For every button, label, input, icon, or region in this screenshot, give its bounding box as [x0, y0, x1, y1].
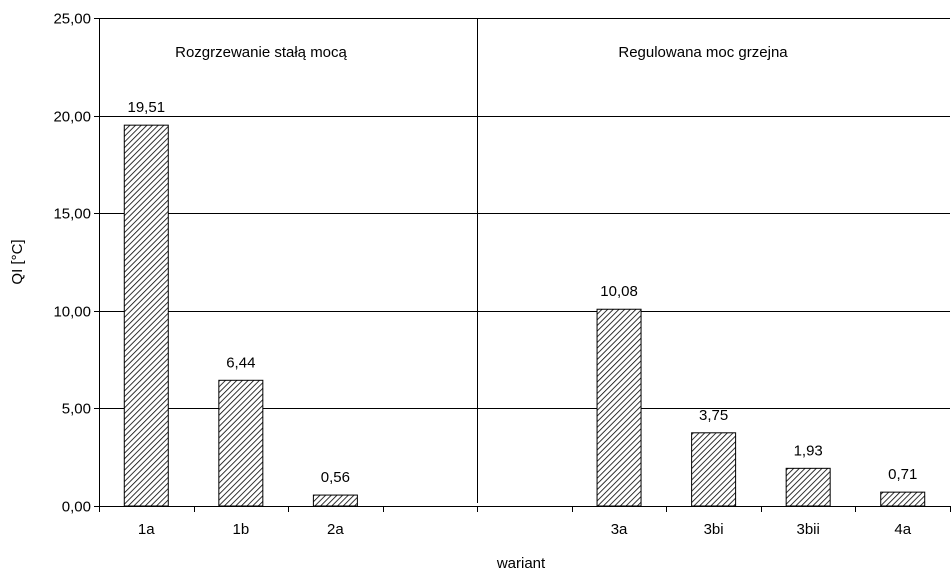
x-tick-label-1a: 1a: [138, 521, 155, 538]
bar-4a: [880, 491, 926, 507]
bar-1a: [123, 124, 169, 507]
bar-3a: [596, 308, 642, 507]
gridlines: [99, 18, 950, 503]
y-tick-label-4: 20,00: [53, 109, 91, 126]
x-tick-label-3bii: 3bii: [796, 521, 819, 538]
data-label-1b: 6,44: [226, 354, 255, 371]
bar-3bii: [785, 467, 831, 507]
data-label-1a: 19,51: [128, 99, 166, 116]
x-tick-label-2a: 2a: [327, 521, 344, 538]
section-title-right: Regulowana moc grzejna: [618, 44, 788, 61]
bar-1b: [218, 379, 264, 507]
y-tick-label-0: 0,00: [62, 499, 91, 516]
labels: 0,00 5,00 10,00 15,00 20,00 25,00 19,51 1a 6,44 1…: [53, 11, 917, 539]
data-label-3bi: 3,75: [699, 407, 728, 424]
bars: [123, 124, 926, 507]
y-tick-label-5: 25,00: [53, 11, 91, 28]
y-tick-label-3: 15,00: [53, 206, 91, 223]
data-label-2a: 0,56: [321, 469, 350, 486]
x-axis-label: wariant: [496, 555, 546, 572]
x-tick-label-1b: 1b: [232, 521, 249, 538]
y-tick-label-2: 10,00: [53, 304, 91, 321]
data-label-4a: 0,71: [888, 466, 917, 483]
x-tick-label-4a: 4a: [894, 521, 911, 538]
axes: [94, 18, 951, 512]
bar-3bi: [691, 432, 737, 507]
x-tick-label-3bi: 3bi: [704, 521, 724, 538]
bar-2a: [312, 494, 358, 507]
y-tick-label-1: 5,00: [62, 401, 91, 418]
data-label-3bii: 1,93: [794, 442, 823, 459]
y-axis-label: QI [°C]: [9, 239, 26, 284]
x-tick-label-3a: 3a: [611, 521, 628, 538]
section-title-left: Rozgrzewanie stałą mocą: [175, 44, 347, 61]
data-label-3a: 10,08: [600, 283, 638, 300]
